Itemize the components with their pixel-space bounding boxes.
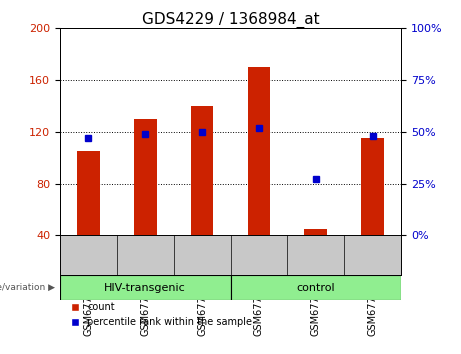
Legend: count, percentile rank within the sample: count, percentile rank within the sample bbox=[65, 302, 252, 327]
Bar bbox=[77, 151, 100, 235]
Text: genotype/variation ▶: genotype/variation ▶ bbox=[0, 283, 55, 292]
Text: control: control bbox=[296, 282, 335, 293]
Bar bbox=[361, 138, 384, 235]
Bar bbox=[134, 119, 157, 235]
Bar bbox=[191, 106, 213, 235]
Title: GDS4229 / 1368984_at: GDS4229 / 1368984_at bbox=[142, 12, 319, 28]
Text: HIV-transgenic: HIV-transgenic bbox=[104, 282, 186, 293]
Bar bbox=[230, 275, 401, 300]
Bar bbox=[60, 275, 230, 300]
Bar bbox=[304, 229, 327, 235]
Bar bbox=[248, 67, 270, 235]
